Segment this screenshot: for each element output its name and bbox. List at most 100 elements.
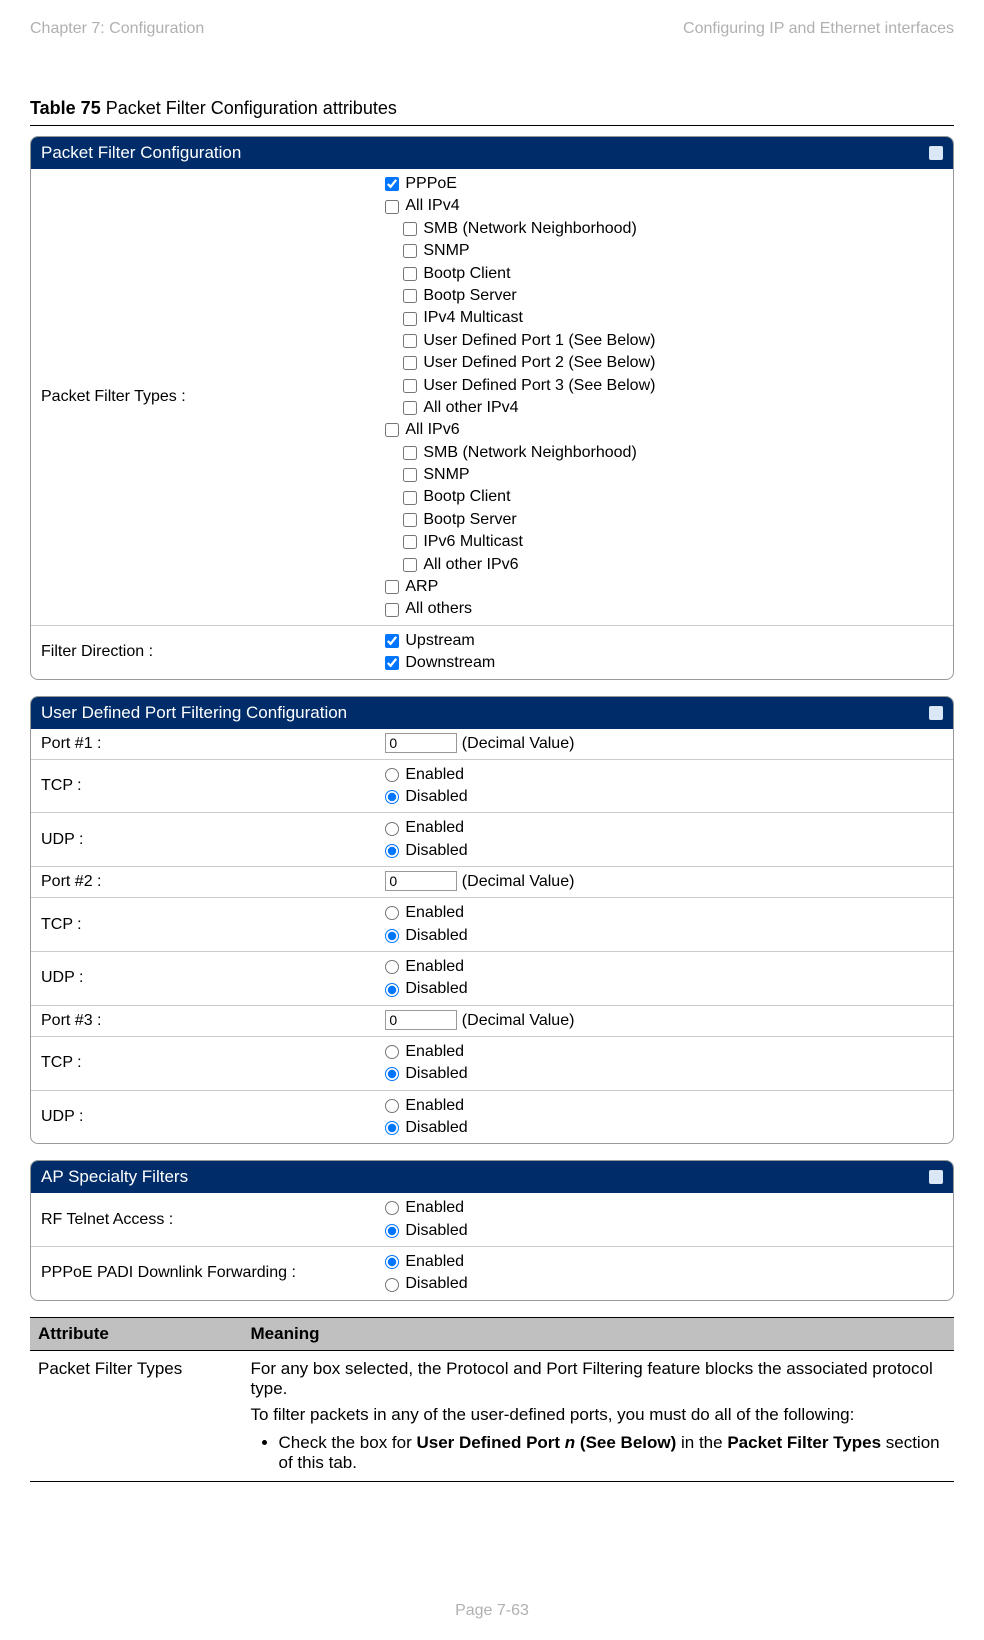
filter-checkbox[interactable] bbox=[403, 222, 417, 236]
row-value: EnabledDisabled bbox=[381, 952, 953, 1005]
row-value: EnabledDisabled bbox=[381, 1037, 953, 1090]
th-meaning: Meaning bbox=[243, 1317, 954, 1350]
filter-checkbox[interactable] bbox=[403, 535, 417, 549]
config-row: UDP :EnabledDisabled bbox=[31, 813, 953, 867]
radio-disabled[interactable] bbox=[385, 1278, 399, 1292]
checkbox-label: Bootp Server bbox=[423, 509, 516, 531]
row-label: UDP : bbox=[31, 1091, 381, 1144]
filter-checkbox[interactable] bbox=[403, 491, 417, 505]
radio-line: Enabled bbox=[385, 1197, 949, 1219]
attr-meaning: For any box selected, the Protocol and P… bbox=[243, 1350, 954, 1481]
radio-line: Enabled bbox=[385, 902, 949, 924]
radio-line: Enabled bbox=[385, 1251, 949, 1273]
filter-checkbox[interactable] bbox=[385, 423, 399, 437]
collapse-icon[interactable] bbox=[929, 706, 943, 720]
collapse-icon[interactable] bbox=[929, 146, 943, 160]
radio-disabled[interactable] bbox=[385, 929, 399, 943]
radio-disabled[interactable] bbox=[385, 844, 399, 858]
radio-disabled[interactable] bbox=[385, 1121, 399, 1135]
checkbox-label: Bootp Client bbox=[423, 263, 510, 285]
checkbox-label: User Defined Port 3 (See Below) bbox=[423, 375, 655, 397]
checkbox-line: SNMP bbox=[403, 240, 949, 262]
filter-checkbox[interactable] bbox=[403, 334, 417, 348]
checkbox-label: Upstream bbox=[405, 630, 474, 652]
radio-enabled[interactable] bbox=[385, 1255, 399, 1269]
config-row: TCP :EnabledDisabled bbox=[31, 760, 953, 814]
packet-filter-panel: Packet Filter Configuration Packet Filte… bbox=[30, 136, 954, 680]
checkbox-line: ARP bbox=[385, 576, 949, 598]
checkbox-label: All others bbox=[405, 598, 472, 620]
filter-checkbox[interactable] bbox=[403, 379, 417, 393]
radio-label: Enabled bbox=[405, 902, 464, 924]
radio-disabled[interactable] bbox=[385, 1067, 399, 1081]
attribute-table: Attribute Meaning Packet Filter Types Fo… bbox=[30, 1317, 954, 1482]
checkbox-label: IPv6 Multicast bbox=[423, 531, 523, 553]
port-input[interactable] bbox=[385, 1010, 457, 1030]
collapse-icon[interactable] bbox=[929, 1170, 943, 1184]
radio-line: Disabled bbox=[385, 840, 949, 862]
config-row: TCP :EnabledDisabled bbox=[31, 898, 953, 952]
row-label: UDP : bbox=[31, 813, 381, 866]
packet-filter-types-row: Packet Filter Types : PPPoEAll IPv4SMB (… bbox=[31, 169, 953, 626]
filter-checkbox[interactable] bbox=[403, 513, 417, 527]
radio-disabled[interactable] bbox=[385, 983, 399, 997]
radio-enabled[interactable] bbox=[385, 1045, 399, 1059]
port-input[interactable] bbox=[385, 871, 457, 891]
checkbox-line: PPPoE bbox=[385, 173, 949, 195]
radio-disabled[interactable] bbox=[385, 790, 399, 804]
panel-header: User Defined Port Filtering Configuratio… bbox=[31, 697, 953, 729]
radio-label: Enabled bbox=[405, 956, 464, 978]
filter-direction-row: Filter Direction : UpstreamDownstream bbox=[31, 626, 953, 679]
radio-enabled[interactable] bbox=[385, 1099, 399, 1113]
filter-checkbox[interactable] bbox=[403, 401, 417, 415]
filter-checkbox[interactable] bbox=[385, 200, 399, 214]
panel-header: AP Specialty Filters bbox=[31, 1161, 953, 1193]
checkbox-label: All IPv6 bbox=[405, 419, 459, 441]
filter-checkbox[interactable] bbox=[403, 558, 417, 572]
filter-checkbox[interactable] bbox=[385, 603, 399, 617]
radio-line: Enabled bbox=[385, 1095, 949, 1117]
radio-enabled[interactable] bbox=[385, 1201, 399, 1215]
direction-checkbox[interactable] bbox=[385, 634, 399, 648]
config-row: UDP :EnabledDisabled bbox=[31, 1091, 953, 1144]
filter-checkbox[interactable] bbox=[403, 289, 417, 303]
port-input[interactable] bbox=[385, 733, 457, 753]
filter-checkbox[interactable] bbox=[403, 312, 417, 326]
filter-checkbox[interactable] bbox=[403, 244, 417, 258]
filter-checkbox[interactable] bbox=[403, 356, 417, 370]
radio-enabled[interactable] bbox=[385, 822, 399, 836]
radio-enabled[interactable] bbox=[385, 906, 399, 920]
panel-header: Packet Filter Configuration bbox=[31, 137, 953, 169]
checkbox-line: All IPv4 bbox=[385, 195, 949, 217]
direction-checkbox[interactable] bbox=[385, 656, 399, 670]
filter-checkbox[interactable] bbox=[403, 468, 417, 482]
radio-enabled[interactable] bbox=[385, 960, 399, 974]
page-footer: Page 7-63 bbox=[30, 1602, 954, 1620]
checkbox-line: All other IPv4 bbox=[403, 397, 949, 419]
config-row: TCP :EnabledDisabled bbox=[31, 1037, 953, 1091]
th-attribute: Attribute bbox=[30, 1317, 243, 1350]
radio-label: Enabled bbox=[405, 1251, 464, 1273]
radio-label: Enabled bbox=[405, 1197, 464, 1219]
row-value: EnabledDisabled bbox=[381, 898, 953, 951]
radio-disabled[interactable] bbox=[385, 1224, 399, 1238]
row-value: (Decimal Value) bbox=[381, 867, 953, 897]
filter-checkbox[interactable] bbox=[385, 580, 399, 594]
radio-line: Disabled bbox=[385, 1063, 949, 1085]
checkbox-line: User Defined Port 3 (See Below) bbox=[403, 375, 949, 397]
bullet: Check the box for User Defined Port n (S… bbox=[279, 1433, 946, 1473]
filter-checkbox[interactable] bbox=[403, 446, 417, 460]
filter-checkbox[interactable] bbox=[385, 177, 399, 191]
filter-checkbox[interactable] bbox=[403, 267, 417, 281]
row-label: TCP : bbox=[31, 898, 381, 951]
config-row: Port #3 : (Decimal Value) bbox=[31, 1006, 953, 1037]
checkbox-line: SNMP bbox=[403, 464, 949, 486]
checkbox-label: Downstream bbox=[405, 652, 495, 674]
row-label: PPPoE PADI Downlink Forwarding : bbox=[31, 1247, 381, 1300]
radio-label: Disabled bbox=[405, 1063, 467, 1085]
checkbox-line: All others bbox=[385, 598, 949, 620]
radio-label: Disabled bbox=[405, 1273, 467, 1295]
radio-line: Enabled bbox=[385, 817, 949, 839]
radio-enabled[interactable] bbox=[385, 768, 399, 782]
caption-number: Table 75 bbox=[30, 98, 101, 118]
